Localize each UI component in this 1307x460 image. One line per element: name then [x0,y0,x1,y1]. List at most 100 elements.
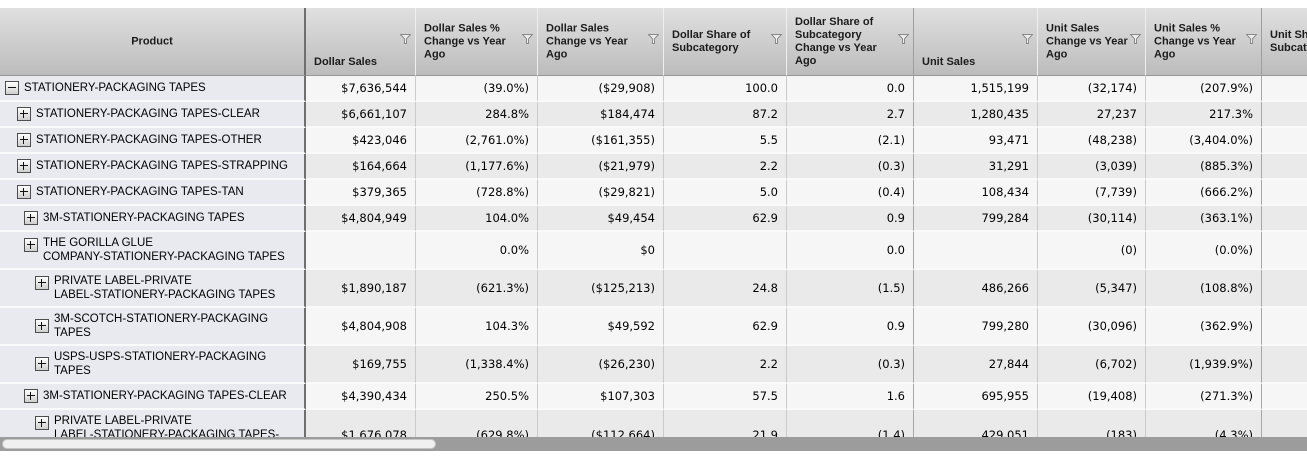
product-label: 3M-STATIONERY-PACKAGING TAPES-CLEAR [43,390,287,402]
product-label: 3M-SCOTCH-STATIONERY-PACKAGING TAPES [54,313,269,339]
value-cell-clipped [1262,270,1307,308]
value-cell: $4,804,949 [306,206,416,232]
column-header-unit-sales[interactable]: Unit Sales [914,8,1038,76]
column-header-label: Dollar Sales % Change vs Year Ago [424,22,506,60]
value-cell: $107,303 [538,384,664,410]
value-cell: (362.9%) [1146,308,1262,346]
value-cell [306,232,416,270]
value-cell: 87.2 [664,102,787,128]
value-cell: 284.8% [416,102,538,128]
product-cell: USPS-USPS-STATIONERY-PACKAGING TAPES [0,346,306,384]
product-label: STATIONERY-PACKAGING TAPES-OTHER [36,134,262,146]
filter-icon[interactable] [400,34,411,44]
value-cell: ($29,821) [538,180,664,206]
column-header-dollar-sales-change[interactable]: Dollar Sales Change vs Year Ago [538,8,664,76]
value-cell: (363.1%) [1146,206,1262,232]
table-row: STATIONERY-PACKAGING TAPES-OTHER $423,046… [0,128,1307,154]
value-cell: $169,755 [306,346,416,384]
scrollbar-thumb[interactable] [2,439,436,449]
value-cell: 0.0% [416,232,538,270]
filter-icon[interactable] [648,34,659,44]
value-cell: 799,280 [914,308,1038,346]
column-header-dollar-share[interactable]: Dollar Share of Subcategory [664,8,787,76]
value-cell: (0.3) [787,346,914,384]
value-cell: (2.1) [787,128,914,154]
value-cell: 799,284 [914,206,1038,232]
value-cell: (3,039) [1038,154,1146,180]
value-cell: 486,266 [914,270,1038,308]
product-cell: STATIONERY-PACKAGING TAPES-STRAPPING [0,154,306,180]
value-cell: 108,434 [914,180,1038,206]
value-cell: 250.5% [416,384,538,410]
value-cell: $0 [538,232,664,270]
filter-icon[interactable] [522,34,533,44]
value-cell: 2.2 [664,346,787,384]
value-cell: 429,051 [914,410,1038,437]
value-cell: $423,046 [306,128,416,154]
product-cell: STATIONERY-PACKAGING TAPES-OTHER [0,128,306,154]
sales-pivot-table: Product Dollar Sales Dollar Sales % Chan… [0,8,1307,437]
expand-icon[interactable] [17,185,31,199]
value-cell-clipped [1262,76,1307,102]
column-header-product[interactable]: Product [0,8,306,76]
filter-icon[interactable] [1130,34,1141,44]
table-row: STATIONERY-PACKAGING TAPES-STRAPPING $164… [0,154,1307,180]
expand-icon[interactable] [24,238,38,252]
value-cell: 5.5 [664,128,787,154]
product-cell: STATIONERY-PACKAGING TAPES-CLEAR [0,102,306,128]
table-row: 3M-STATIONERY-PACKAGING TAPES-CLEAR $4,39… [0,384,1307,410]
filter-icon[interactable] [1022,34,1033,44]
value-cell: 27,237 [1038,102,1146,128]
column-header-dollar-sales[interactable]: Dollar Sales [306,8,416,76]
expand-icon[interactable] [35,319,49,333]
column-header-label: Dollar Sales [314,56,377,68]
value-cell: (1,177.6%) [416,154,538,180]
filter-icon[interactable] [1246,34,1257,44]
expand-icon[interactable] [35,416,49,430]
expand-icon[interactable] [17,107,31,121]
expand-icon[interactable] [35,357,49,371]
value-cell: 62.9 [664,206,787,232]
table-header-row: Product Dollar Sales Dollar Sales % Chan… [0,8,1307,76]
value-cell: ($29,908) [538,76,664,102]
expand-icon[interactable] [17,159,31,173]
expand-icon[interactable] [17,133,31,147]
value-cell: ($26,230) [538,346,664,384]
value-cell: (108.8%) [1146,270,1262,308]
value-cell: (207.9%) [1146,76,1262,102]
filter-icon[interactable] [771,34,782,44]
expand-icon[interactable] [24,211,38,225]
column-header-label: Dollar Share of Subcategory [672,28,751,54]
value-cell-clipped [1262,410,1307,437]
value-cell: ($161,355) [538,128,664,154]
horizontal-scrollbar[interactable] [0,437,1307,451]
value-cell: (30,114) [1038,206,1146,232]
product-label: PRIVATE LABEL-PRIVATE LABEL-STATIONERY-P… [54,415,280,437]
collapse-icon[interactable] [5,81,19,95]
value-cell: (0) [1038,232,1146,270]
filter-icon[interactable] [898,34,909,44]
value-cell: $379,365 [306,180,416,206]
value-cell: (0.3) [787,154,914,180]
value-cell: 1.6 [787,384,914,410]
product-label: STATIONERY-PACKAGING TAPES-STRAPPING [36,160,288,172]
column-header-unit-sales-pct-change[interactable]: Unit Sales % Change vs Year Ago [1146,8,1262,76]
value-cell: $6,661,107 [306,102,416,128]
table-row: STATIONERY-PACKAGING TAPES $7,636,544 (39.… [0,76,1307,102]
expand-icon[interactable] [35,276,49,290]
column-header-label: Dollar Sales Change vs Year Ago [546,22,628,60]
value-cell: $4,390,434 [306,384,416,410]
value-cell: (183) [1038,410,1146,437]
column-header-dollar-share-change[interactable]: Dollar Share of Subcategory Change vs Ye… [787,8,914,76]
column-header-unit-share[interactable]: Unit Share of Subcategory [1262,8,1307,76]
value-cell: (0.0%) [1146,232,1262,270]
value-cell-clipped [1262,232,1307,270]
column-header-unit-sales-change[interactable]: Unit Sales Change vs Year Ago [1038,8,1146,76]
table-row: STATIONERY-PACKAGING TAPES-TAN $379,365 (7… [0,180,1307,206]
value-cell: 21.9 [664,410,787,437]
product-cell: THE GORILLA GLUE COMPANY-STATIONERY-PACK… [0,232,306,270]
expand-icon[interactable] [24,389,38,403]
value-cell: (32,174) [1038,76,1146,102]
column-header-dollar-sales-pct-change[interactable]: Dollar Sales % Change vs Year Ago [416,8,538,76]
